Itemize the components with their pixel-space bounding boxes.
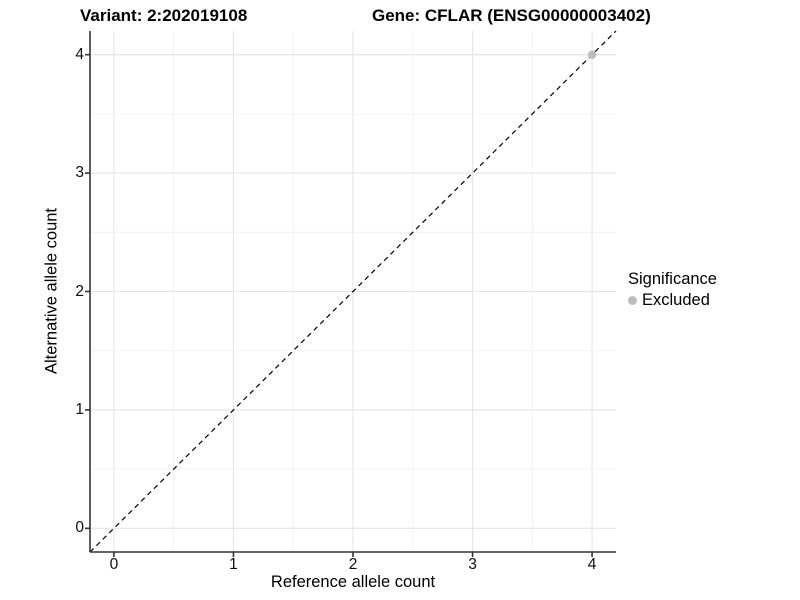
data-point-excluded	[587, 50, 597, 59]
x-tick-label: 3	[468, 556, 477, 573]
y-axis-title: Alternative allele count	[42, 207, 61, 375]
legend-key-dot-icon	[628, 296, 637, 305]
legend: Significance Excluded	[628, 270, 717, 310]
x-tick-label: 2	[348, 556, 358, 573]
identity-line	[89, 30, 617, 553]
variant-title: Variant: 2:202019108	[80, 6, 248, 25]
y-tick-label: 2	[75, 282, 84, 300]
y-tick-label: 4	[75, 45, 84, 63]
x-axis-title: Reference allele count	[270, 573, 436, 591]
legend-item-label: Excluded	[642, 291, 710, 309]
legend-item-excluded: Excluded	[628, 291, 717, 310]
gene-title: Gene: CFLAR (ENSG00000003402)	[372, 6, 651, 25]
x-tick-label: 4	[587, 556, 597, 573]
y-tick-label: 3	[75, 164, 84, 182]
legend-title: Significance	[628, 270, 717, 288]
x-tick-label: 0	[109, 556, 119, 573]
x-tick-label: 1	[229, 556, 238, 573]
y-tick-label: 0	[75, 519, 84, 537]
y-tick-label: 1	[75, 400, 84, 418]
